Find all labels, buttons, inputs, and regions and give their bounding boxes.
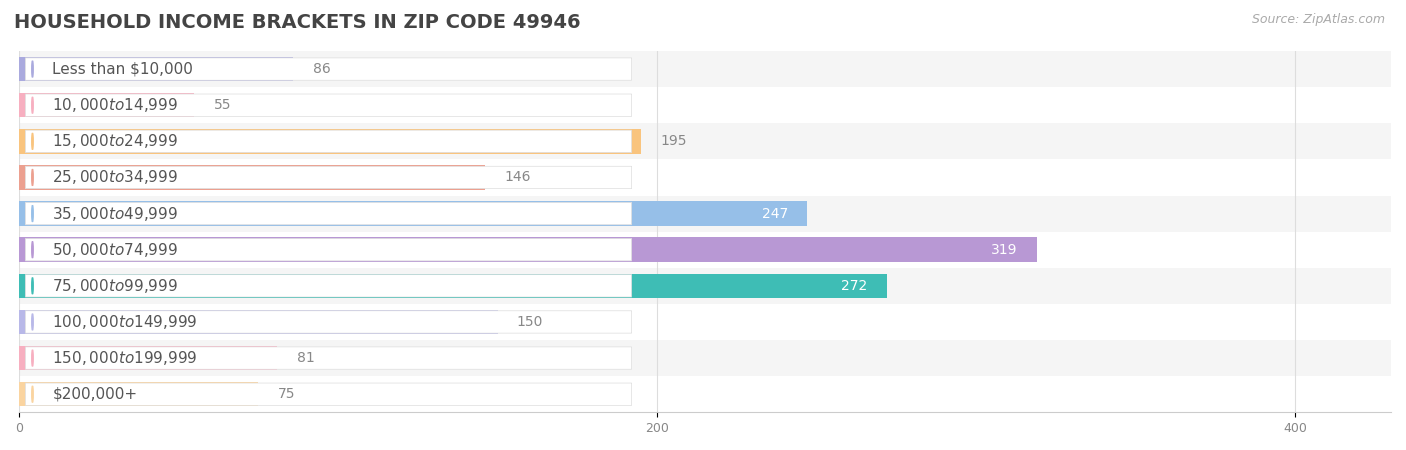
- Text: $200,000+: $200,000+: [52, 387, 138, 402]
- FancyBboxPatch shape: [25, 202, 631, 225]
- Circle shape: [32, 205, 34, 222]
- Text: $25,000 to $34,999: $25,000 to $34,999: [52, 168, 179, 186]
- Circle shape: [32, 350, 34, 366]
- Bar: [20, 57, 294, 81]
- Bar: [20, 123, 1391, 159]
- Text: 81: 81: [297, 351, 315, 365]
- Bar: [20, 340, 1391, 376]
- Bar: [20, 268, 1391, 304]
- FancyBboxPatch shape: [25, 94, 631, 117]
- Text: $15,000 to $24,999: $15,000 to $24,999: [52, 132, 179, 150]
- Circle shape: [32, 242, 34, 258]
- Text: 75: 75: [277, 387, 295, 401]
- Bar: [20, 274, 887, 298]
- Bar: [20, 238, 1036, 262]
- Text: Less than $10,000: Less than $10,000: [52, 62, 193, 76]
- Bar: [20, 382, 259, 406]
- FancyBboxPatch shape: [25, 166, 631, 189]
- Bar: [20, 195, 1391, 232]
- Text: HOUSEHOLD INCOME BRACKETS IN ZIP CODE 49946: HOUSEHOLD INCOME BRACKETS IN ZIP CODE 49…: [14, 14, 581, 32]
- Circle shape: [32, 278, 34, 294]
- Circle shape: [32, 169, 34, 186]
- Text: Source: ZipAtlas.com: Source: ZipAtlas.com: [1251, 14, 1385, 27]
- Text: 272: 272: [841, 279, 868, 293]
- Bar: [20, 376, 1391, 412]
- Circle shape: [32, 386, 34, 402]
- FancyBboxPatch shape: [25, 383, 631, 405]
- Bar: [20, 232, 1391, 268]
- FancyBboxPatch shape: [25, 58, 631, 80]
- Text: 55: 55: [214, 98, 231, 112]
- Bar: [20, 51, 1391, 87]
- Text: $150,000 to $199,999: $150,000 to $199,999: [52, 349, 198, 367]
- FancyBboxPatch shape: [25, 130, 631, 153]
- Bar: [20, 201, 807, 226]
- Text: $10,000 to $14,999: $10,000 to $14,999: [52, 96, 179, 114]
- Bar: [20, 165, 485, 190]
- Circle shape: [32, 133, 34, 149]
- Text: 146: 146: [503, 171, 530, 184]
- Text: 86: 86: [312, 62, 330, 76]
- Text: 247: 247: [762, 207, 787, 220]
- Bar: [20, 310, 498, 334]
- Circle shape: [32, 61, 34, 77]
- Circle shape: [32, 314, 34, 330]
- FancyBboxPatch shape: [25, 311, 631, 333]
- FancyBboxPatch shape: [25, 238, 631, 261]
- Text: $75,000 to $99,999: $75,000 to $99,999: [52, 277, 179, 295]
- Text: 150: 150: [517, 315, 543, 329]
- Text: $35,000 to $49,999: $35,000 to $49,999: [52, 205, 179, 223]
- Bar: [20, 93, 194, 117]
- Circle shape: [32, 97, 34, 113]
- FancyBboxPatch shape: [25, 274, 631, 297]
- Text: 195: 195: [661, 134, 686, 148]
- Bar: [20, 87, 1391, 123]
- Text: 319: 319: [991, 243, 1018, 256]
- FancyBboxPatch shape: [25, 347, 631, 369]
- Text: $100,000 to $149,999: $100,000 to $149,999: [52, 313, 198, 331]
- Bar: [20, 159, 1391, 195]
- Text: $50,000 to $74,999: $50,000 to $74,999: [52, 241, 179, 259]
- Bar: [20, 304, 1391, 340]
- Bar: [20, 129, 641, 153]
- Bar: [20, 346, 277, 370]
